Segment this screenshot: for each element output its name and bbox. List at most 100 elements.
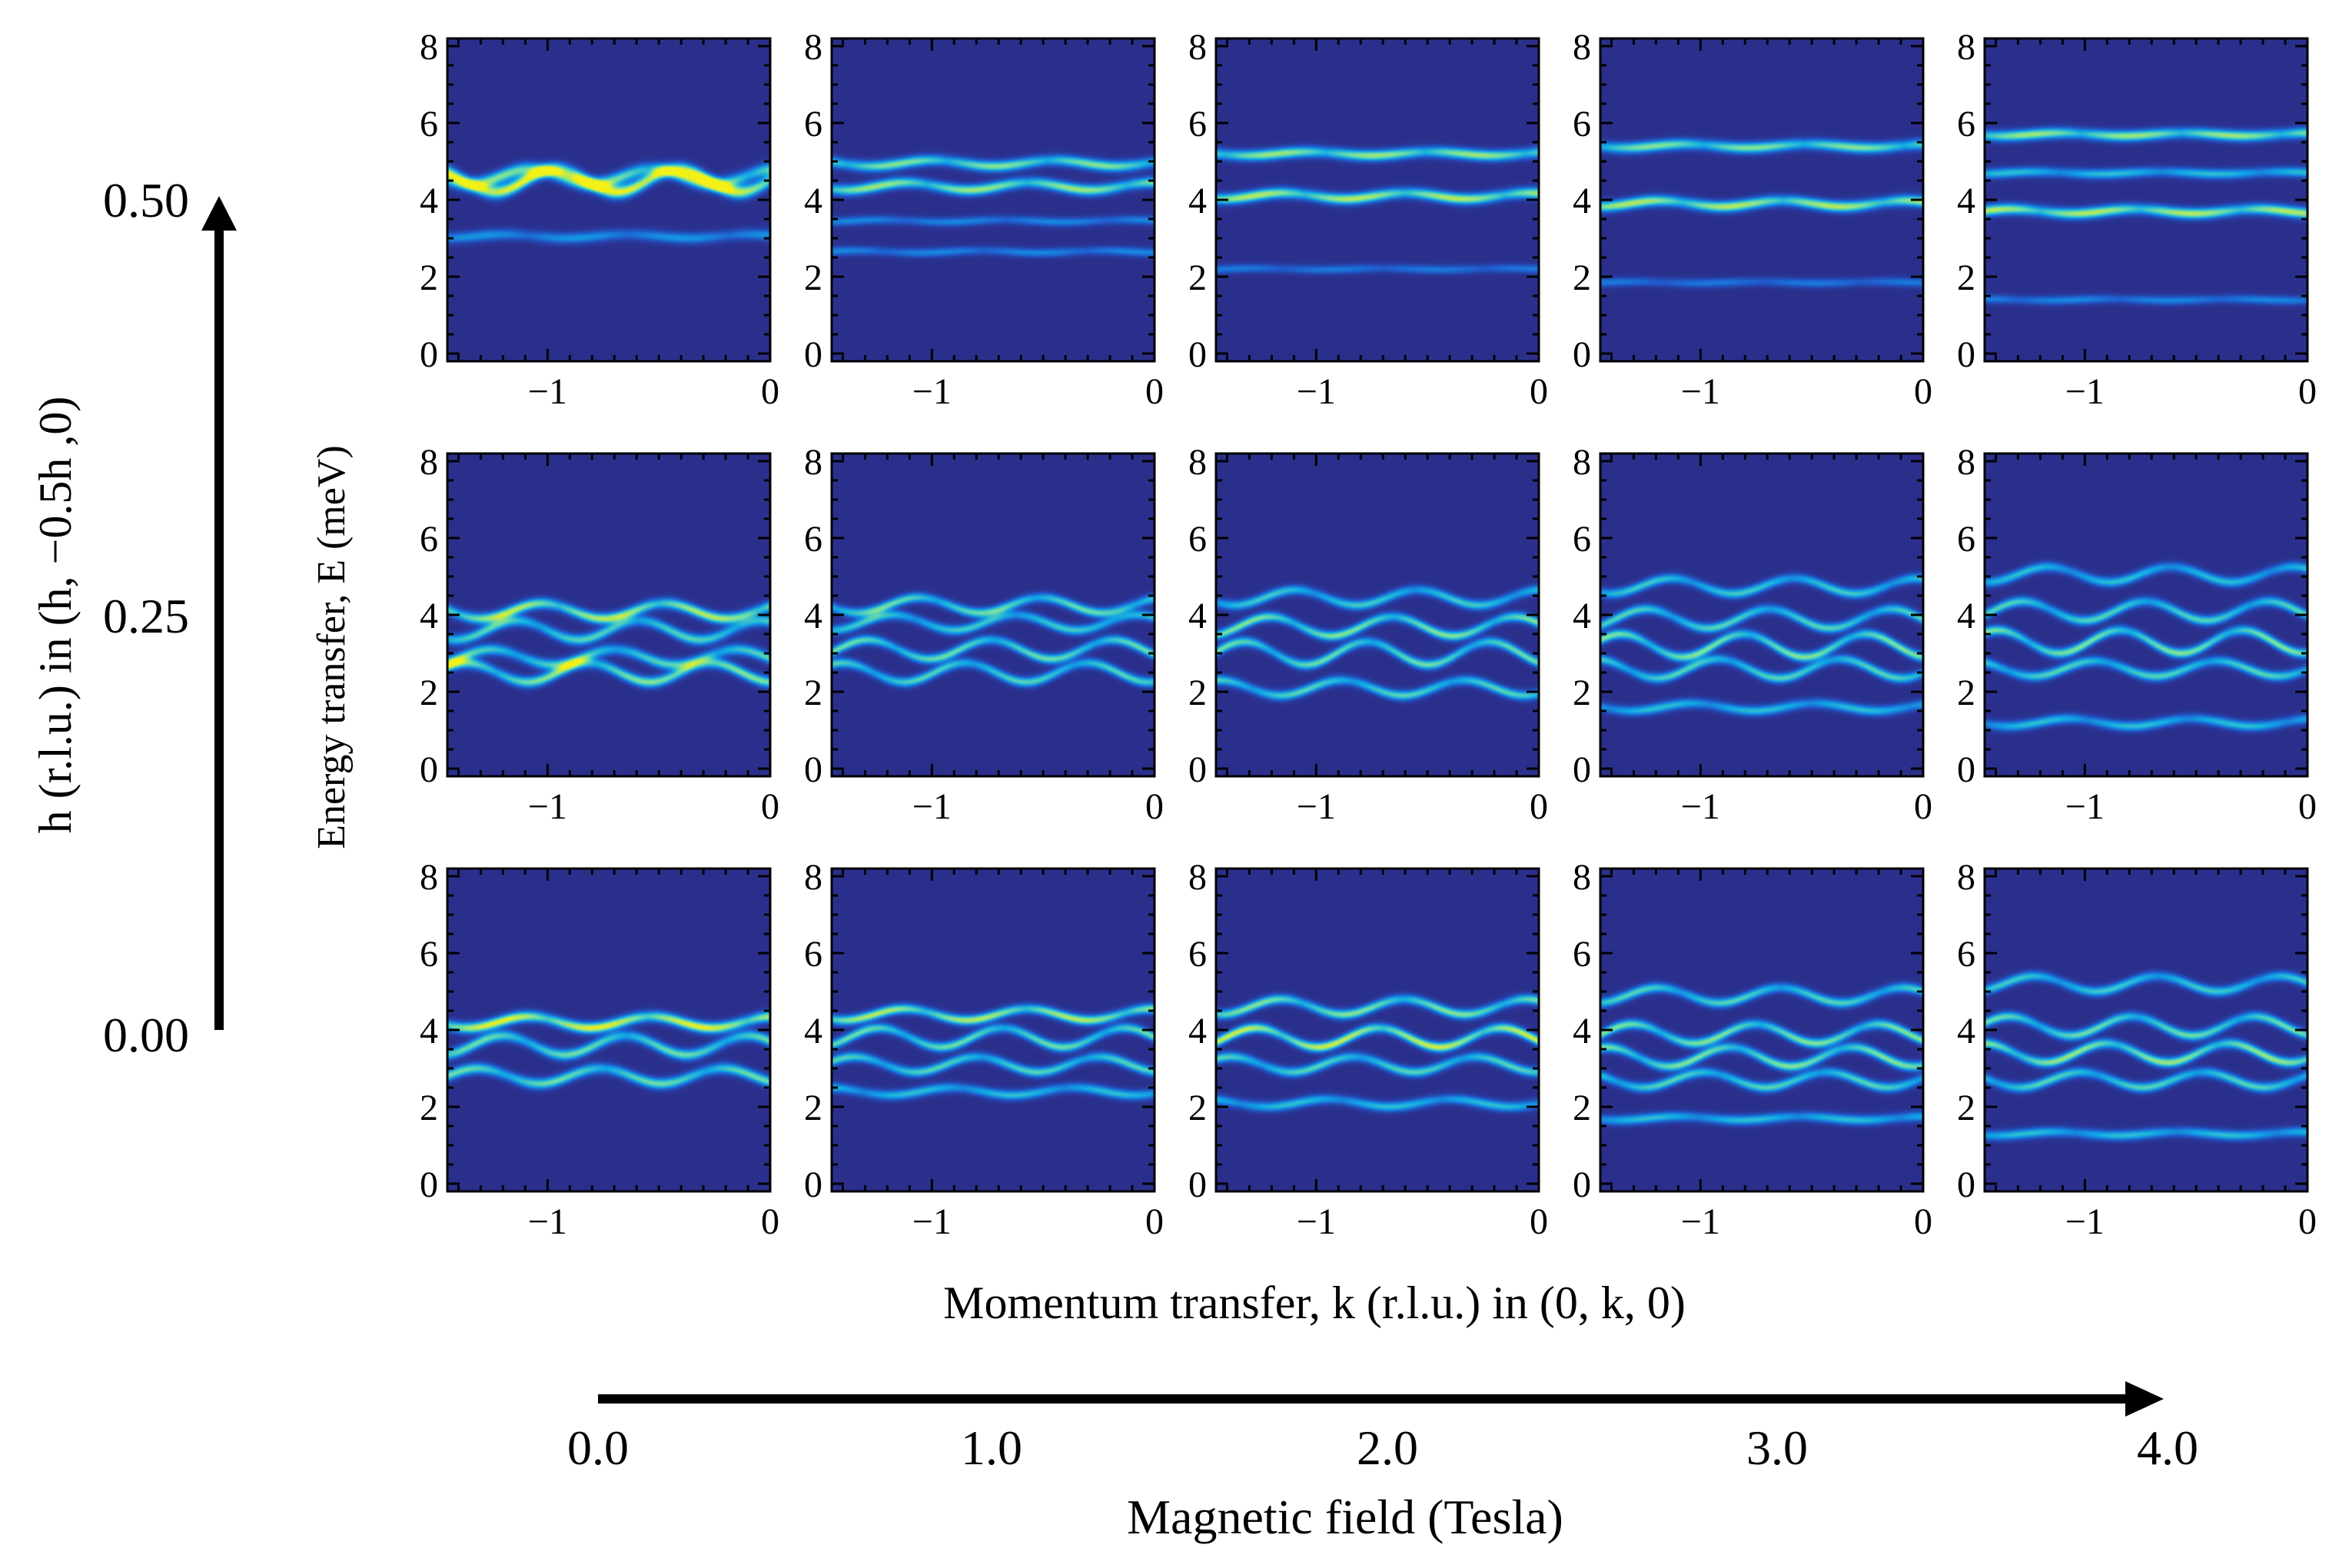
y-tick-label: 4: [1188, 596, 1207, 636]
y-tick-label: 4: [420, 596, 438, 636]
y-tick-label: 8: [1957, 442, 1975, 483]
y-tick-label: 0: [804, 1164, 822, 1205]
y-tick-label: 4: [1573, 596, 1591, 636]
x-tick-label: −1: [528, 786, 567, 827]
x-tick-label: 0: [761, 1201, 779, 1242]
y-tick-label: 0: [1188, 749, 1207, 790]
x-tick-label: −1: [1297, 1201, 1336, 1242]
panel-h0.50-b4.0: 0 2 4 6 8 −1 0: [1957, 27, 2317, 412]
heatmap-image: [832, 869, 1155, 1191]
x-tick-label: 0: [1145, 371, 1164, 412]
x-tick-label: −1: [2065, 371, 2105, 412]
panel-h0.00-b3.0: 0 2 4 6 8 −1 0: [1573, 857, 1932, 1242]
y-tick-label: 2: [420, 1088, 438, 1128]
y-tick-label: 2: [1188, 1088, 1207, 1128]
y-tick-label: 8: [804, 27, 822, 68]
x-tick-label: 0: [2298, 786, 2317, 827]
y-tick-label: 2: [1573, 1088, 1591, 1128]
field-tick-2: 2.0: [1357, 1420, 1418, 1475]
panel-h0.00-b1.0: 0 2 4 6 8 −1 0: [804, 857, 1164, 1242]
y-tick-label: 2: [1188, 257, 1207, 298]
x-tick-label: −1: [2065, 786, 2105, 827]
y-tick-label: 6: [420, 519, 438, 560]
field-tick-1: 1.0: [961, 1420, 1022, 1475]
panel-h0.50-b0.0: 0 2 4 6 8 −1 0: [420, 27, 779, 412]
y-tick-label: 0: [804, 334, 822, 375]
panel-h0.25-b2.0: 0 2 4 6 8 −1 0: [1188, 442, 1548, 827]
y-tick-label: 4: [420, 181, 438, 221]
y-tick-label: 2: [804, 257, 822, 298]
y-tick-label: 4: [804, 1011, 822, 1051]
x-tick-label: 0: [1530, 786, 1548, 827]
energy-axis-label: Energy transfer, E (meV): [310, 445, 354, 849]
momentum-axis-label: Momentum transfer, k (r.l.u.) in (0, k, …: [943, 1277, 1686, 1328]
x-tick-label: 0: [761, 786, 779, 827]
y-tick-label: 8: [1573, 857, 1591, 898]
x-tick-label: −1: [1681, 371, 1720, 412]
field-tick-4: 4.0: [2137, 1420, 2198, 1475]
y-tick-label: 6: [1573, 104, 1591, 145]
heatmap-image: [447, 453, 770, 776]
y-tick-label: 2: [1573, 257, 1591, 298]
y-tick-label: 2: [420, 257, 438, 298]
panel-h0.25-b0.0: 0 2 4 6 8 −1 0: [420, 442, 779, 827]
y-tick-label: 4: [1188, 181, 1207, 221]
heatmap-image: [1985, 869, 2307, 1191]
heatmap-image: [1216, 869, 1539, 1191]
y-tick-label: 4: [1957, 1011, 1975, 1051]
y-tick-label: 6: [1573, 519, 1591, 560]
panel-h0.25-b1.0: 0 2 4 6 8 −1 0: [804, 442, 1164, 827]
heatmap-image: [447, 869, 770, 1191]
x-tick-label: 0: [1530, 371, 1548, 412]
x-tick-label: 0: [1914, 371, 1932, 412]
panel-h0.50-b1.0: 0 2 4 6 8 −1 0: [804, 27, 1164, 412]
panel-h0.50-b3.0: 0 2 4 6 8 −1 0: [1573, 27, 1932, 412]
y-tick-label: 4: [420, 1011, 438, 1051]
heatmap-image: [832, 453, 1155, 776]
heatmap-image: [1216, 453, 1539, 776]
y-tick-label: 2: [1573, 673, 1591, 713]
y-tick-label: 0: [1957, 749, 1975, 790]
h-axis: 0.50 0.25 0.00 h (r.l.u.) in (h, −0.5h ,…: [30, 173, 237, 1062]
y-tick-label: 2: [420, 673, 438, 713]
h-axis-label: h (r.l.u.) in (h, −0.5h ,0): [30, 397, 81, 834]
x-tick-label: 0: [2298, 1201, 2317, 1242]
x-tick-label: 0: [1914, 786, 1932, 827]
y-tick-label: 8: [420, 442, 438, 483]
y-tick-label: 4: [1957, 181, 1975, 221]
y-tick-label: 8: [1957, 27, 1975, 68]
x-tick-label: −1: [912, 371, 952, 412]
y-tick-label: 8: [1957, 857, 1975, 898]
y-tick-label: 0: [420, 1164, 438, 1205]
y-tick-label: 2: [1957, 673, 1975, 713]
y-tick-label: 6: [1188, 934, 1207, 975]
h-tick-050: 0.50: [103, 173, 189, 228]
y-tick-label: 8: [1188, 857, 1207, 898]
y-tick-label: 4: [1573, 1011, 1591, 1051]
panel-h0.25-b3.0: 0 2 4 6 8 −1 0: [1573, 442, 1932, 827]
y-tick-label: 0: [1573, 749, 1591, 790]
panel-h0.00-b0.0: 0 2 4 6 8 −1 0: [420, 857, 779, 1242]
y-tick-label: 8: [804, 857, 822, 898]
y-tick-label: 0: [420, 749, 438, 790]
field-tick-0: 0.0: [567, 1420, 629, 1475]
y-tick-label: 8: [420, 27, 438, 68]
field-axis-arrowhead: [2125, 1381, 2164, 1417]
x-tick-label: 0: [1145, 786, 1164, 827]
y-tick-label: 8: [804, 442, 822, 483]
field-tick-3: 3.0: [1746, 1420, 1808, 1475]
x-tick-label: 0: [2298, 371, 2317, 412]
panel-h0.50-b2.0: 0 2 4 6 8 −1 0: [1188, 27, 1548, 412]
panel-h0.25-b4.0: 0 2 4 6 8 −1 0: [1957, 442, 2317, 827]
x-tick-label: 0: [1145, 1201, 1164, 1242]
heatmap-image: [1600, 38, 1923, 361]
x-tick-label: −1: [1681, 1201, 1720, 1242]
y-tick-label: 6: [804, 519, 822, 560]
y-tick-label: 4: [1188, 1011, 1207, 1051]
y-tick-label: 6: [420, 934, 438, 975]
y-tick-label: 2: [804, 673, 822, 713]
y-tick-label: 6: [1957, 519, 1975, 560]
x-tick-label: −1: [1297, 786, 1336, 827]
